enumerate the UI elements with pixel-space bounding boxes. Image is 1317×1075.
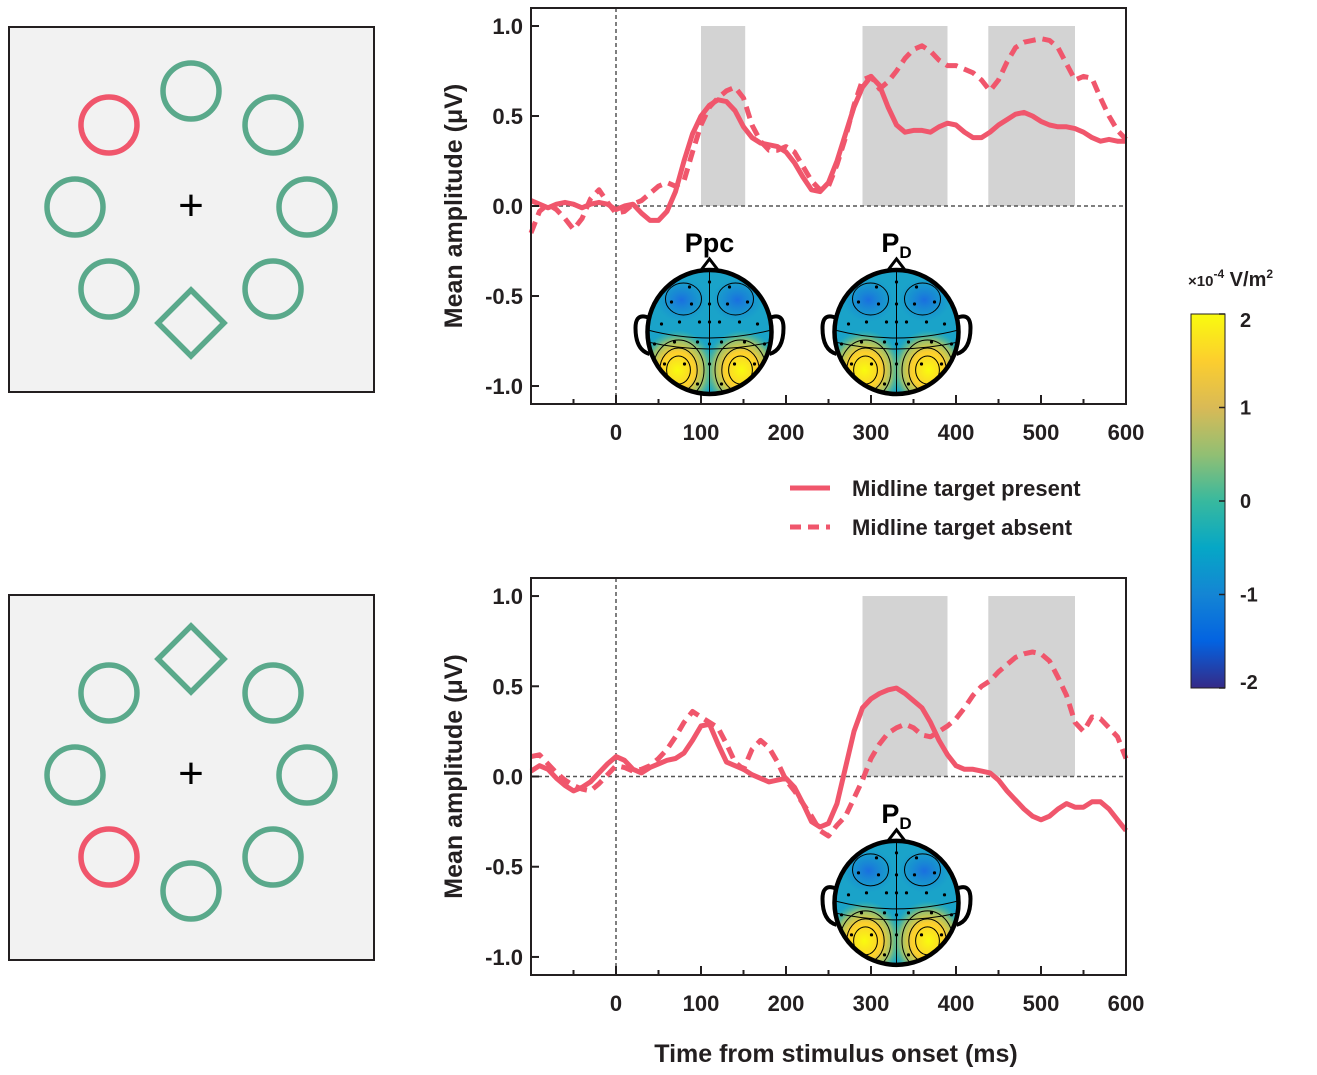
series-line-target-present	[529, 685, 1128, 833]
topomap-label: PD	[881, 228, 911, 262]
colorbar-tick-label: -1	[1240, 585, 1258, 607]
x-tick-label: 400	[938, 420, 975, 445]
stimulus-frame	[8, 594, 375, 961]
distractor-circle	[242, 94, 304, 156]
analysis-window	[862, 596, 948, 777]
erp-chart-top: 1.0 0.5 0.0 -0.5 -1.0 0 100 200 300 400 500 600 Mean…	[440, 7, 1145, 445]
x-tick-label: 300	[853, 991, 890, 1016]
stimulus-panel-bottom: +	[8, 594, 375, 961]
x-tick-label: 400	[938, 991, 975, 1016]
x-tick-label: 500	[1023, 420, 1060, 445]
distractor-circle	[78, 258, 140, 320]
colorbar-unit: ×10-4 V/m2	[1188, 267, 1273, 291]
x-tick-label: 300	[853, 420, 890, 445]
x-tick-label: 600	[1108, 991, 1145, 1016]
erp-chart-bottom: 1.0 0.5 0.0 -0.5 -1.0 0 100 200 300 400 500 600 Mean…	[440, 577, 1145, 1016]
y-tick-label: -1.0	[485, 945, 523, 970]
x-tick-label: 100	[683, 991, 720, 1016]
colorbar-tick-label: 2	[1240, 310, 1251, 332]
colorbar: ×10-4 V/m2 2 1 0 -1 -2	[1188, 267, 1273, 694]
distractor-circle	[160, 60, 222, 122]
x-tick-label: 100	[683, 420, 720, 445]
distractor-circle	[78, 662, 140, 724]
x-tick-label: 0	[610, 991, 622, 1016]
distractor-circle	[44, 176, 106, 238]
x-tick-label: 0	[610, 420, 622, 445]
y-tick-label: -0.5	[485, 284, 523, 309]
distractor-diamond	[154, 286, 228, 360]
topomap-head	[820, 256, 973, 397]
x-tick-label: 500	[1023, 991, 1060, 1016]
topomap-label: PD	[881, 799, 911, 833]
legend-label-absent: Midline target absent	[852, 515, 1073, 540]
distractor-circle	[242, 662, 304, 724]
x-tick-label: 600	[1108, 420, 1145, 445]
topomap-label: Ppc	[685, 228, 735, 258]
distractor-circle	[242, 826, 304, 888]
x-axis-title: Time from stimulus onset (ms)	[654, 1040, 1018, 1068]
analysis-window	[988, 596, 1075, 777]
y-tick-label: 1.0	[492, 584, 523, 609]
topomap-head	[633, 256, 786, 397]
target-circle	[78, 94, 140, 156]
target-circle	[78, 826, 140, 888]
distractor-circle	[276, 744, 338, 806]
y-tick-label: 0.5	[492, 104, 523, 129]
distractor-circle	[276, 176, 338, 238]
topomap-head	[820, 827, 973, 968]
legend-label-present: Midline target present	[852, 476, 1081, 501]
colorbar-tick-label: 0	[1240, 491, 1251, 513]
stimulus-panel-top: +	[8, 26, 375, 393]
y-tick-label: -1.0	[485, 374, 523, 399]
stimulus-frame	[8, 26, 375, 393]
series-line-target-absent	[530, 649, 1129, 839]
y-tick-label: 0.5	[492, 674, 523, 699]
series-line-target-absent	[528, 36, 1128, 234]
fixation-cross: +	[178, 749, 204, 798]
x-tick-label: 200	[768, 420, 805, 445]
distractor-circle	[160, 860, 222, 922]
colorbar-tick-label: 1	[1240, 398, 1251, 420]
y-tick-label: 0.0	[492, 194, 523, 219]
colorbar-tick-label: -2	[1240, 672, 1258, 694]
distractor-diamond	[154, 622, 228, 696]
y-tick-label: 1.0	[492, 14, 523, 39]
x-tick-label: 200	[768, 991, 805, 1016]
y-axis-title: Mean amplitude (μV)	[440, 654, 468, 898]
distractor-circle	[242, 258, 304, 320]
y-axis-title: Mean amplitude (μV)	[440, 84, 468, 328]
legend: Midline target present Midline target ab…	[790, 476, 1081, 540]
distractor-circle	[44, 744, 106, 806]
y-tick-label: 0.0	[492, 765, 523, 790]
fixation-cross: +	[178, 181, 204, 230]
y-tick-label: -0.5	[485, 855, 523, 880]
